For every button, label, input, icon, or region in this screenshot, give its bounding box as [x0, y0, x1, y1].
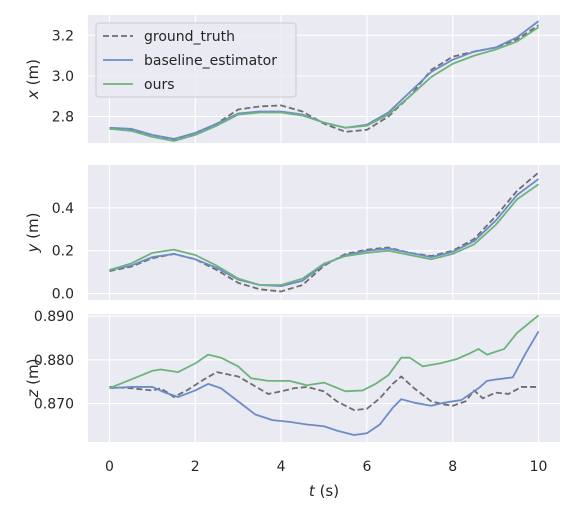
y-tick-label: 0.0 — [52, 287, 74, 303]
series-line-ours — [109, 26, 540, 142]
y-tick-label: 3.2 — [52, 28, 74, 44]
x-tick-label: 8 — [448, 459, 457, 475]
y-axis-label: y (m) — [24, 213, 42, 254]
series-line-baseline_estimator — [109, 331, 540, 436]
y-tick-label: 0.2 — [52, 244, 74, 260]
y-axis-label: x (m) — [24, 59, 42, 100]
legend-box — [95, 22, 297, 98]
legend-label: baseline_estimator — [144, 53, 277, 69]
series-line-ground_truth — [109, 371, 539, 412]
subplot-x: 2.8 3.0 3.2 x (m) ground_truth baseline_estim… — [24, 15, 560, 143]
x-tick-label: 0 — [105, 459, 114, 475]
series-line-ours — [109, 183, 540, 286]
x-tick-label: 4 — [277, 459, 286, 475]
subplot-y: 0.0 0.2 0.4 y (m) — [24, 165, 560, 303]
y-tick-label: 2.8 — [52, 110, 74, 126]
plot-background — [88, 165, 560, 300]
y-tick-label: 0.4 — [52, 201, 74, 217]
y-tick-label: 0.880 — [34, 353, 74, 369]
legend-label: ours — [144, 77, 175, 93]
plot-background — [88, 314, 560, 442]
y-tick-label: 0.890 — [34, 309, 74, 325]
y-tick-label: 3.0 — [52, 69, 74, 85]
x-tick-label: 10 — [530, 459, 548, 475]
x-tick-label: 6 — [362, 459, 371, 475]
x-tick-label: 2 — [191, 459, 200, 475]
y-tick-label: 0.870 — [34, 397, 74, 413]
legend-label: ground_truth — [144, 29, 235, 45]
subplot-z: 0.870 0.880 0.890 z (m) — [24, 309, 560, 442]
series-line-ours — [109, 314, 540, 393]
x-axis-label: t (s) — [309, 482, 339, 500]
y-axis-label: z (m) — [24, 359, 42, 399]
